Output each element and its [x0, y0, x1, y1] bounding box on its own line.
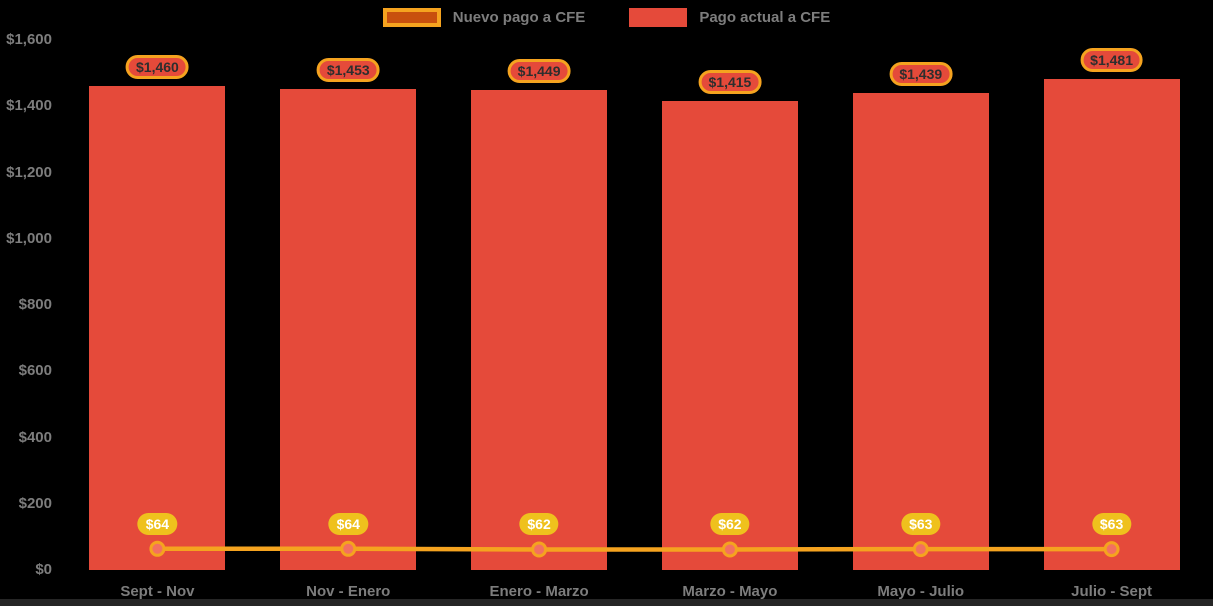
- y-tick-label: $800: [18, 296, 52, 313]
- line-series-swatch: [382, 8, 441, 27]
- bar-value-pill: $1,453: [316, 57, 380, 82]
- bar-value-pill: $1,439: [889, 62, 953, 87]
- bar-value-pill: $1,460: [125, 55, 189, 80]
- bar-value-pill: $1,415: [698, 70, 762, 95]
- x-axis-label: Julio - Sept: [1071, 583, 1152, 600]
- x-axis-label: Nov - Enero: [306, 583, 391, 600]
- y-tick-label: $1,000: [6, 229, 52, 247]
- line-value-pill: $62: [710, 513, 750, 536]
- bottom-edge-strip: [0, 599, 1213, 606]
- y-tick-label: $1,400: [6, 97, 52, 115]
- bar: [661, 101, 798, 570]
- legend-label: Pago actual a CFE: [699, 9, 831, 26]
- legend-label: Nuevo pago a CFE: [452, 9, 586, 26]
- bar: [852, 93, 989, 570]
- x-axis-label: Mayo - Julio: [877, 583, 965, 600]
- line-value-pill: $62: [519, 513, 559, 536]
- x-axis-label: Marzo - Mayo: [682, 583, 778, 600]
- y-tick-label: $0: [35, 561, 52, 578]
- bar-value-pill: $1,481: [1080, 48, 1143, 73]
- chart-legend: Nuevo pago a CFE Pago actual a CFE: [0, 8, 1213, 27]
- bar: [280, 88, 417, 570]
- line-value-pill: $64: [328, 512, 368, 535]
- x-axis-label: Sept - Nov: [120, 583, 195, 600]
- bar: [1043, 79, 1180, 570]
- y-tick-label: $1,200: [6, 163, 52, 181]
- y-tick-label: $200: [18, 494, 52, 512]
- line-value-pill: $63: [901, 513, 941, 536]
- line-value-pill: $63: [1091, 513, 1132, 536]
- x-axis-label: Enero - Marzo: [489, 583, 589, 600]
- bar: [89, 86, 226, 570]
- y-tick-label: $1,600: [6, 31, 52, 48]
- y-tick-label: $600: [18, 362, 52, 380]
- legend-item-pago-actual[interactable]: Pago actual a CFE: [629, 8, 830, 27]
- bar-series-swatch: [629, 8, 688, 27]
- legend-item-nuevo-pago[interactable]: Nuevo pago a CFE: [382, 8, 586, 27]
- line-value-pill: $64: [137, 512, 178, 535]
- bar-value-pill: $1,449: [507, 59, 571, 84]
- bar: [471, 90, 608, 570]
- y-tick-label: $400: [18, 428, 52, 446]
